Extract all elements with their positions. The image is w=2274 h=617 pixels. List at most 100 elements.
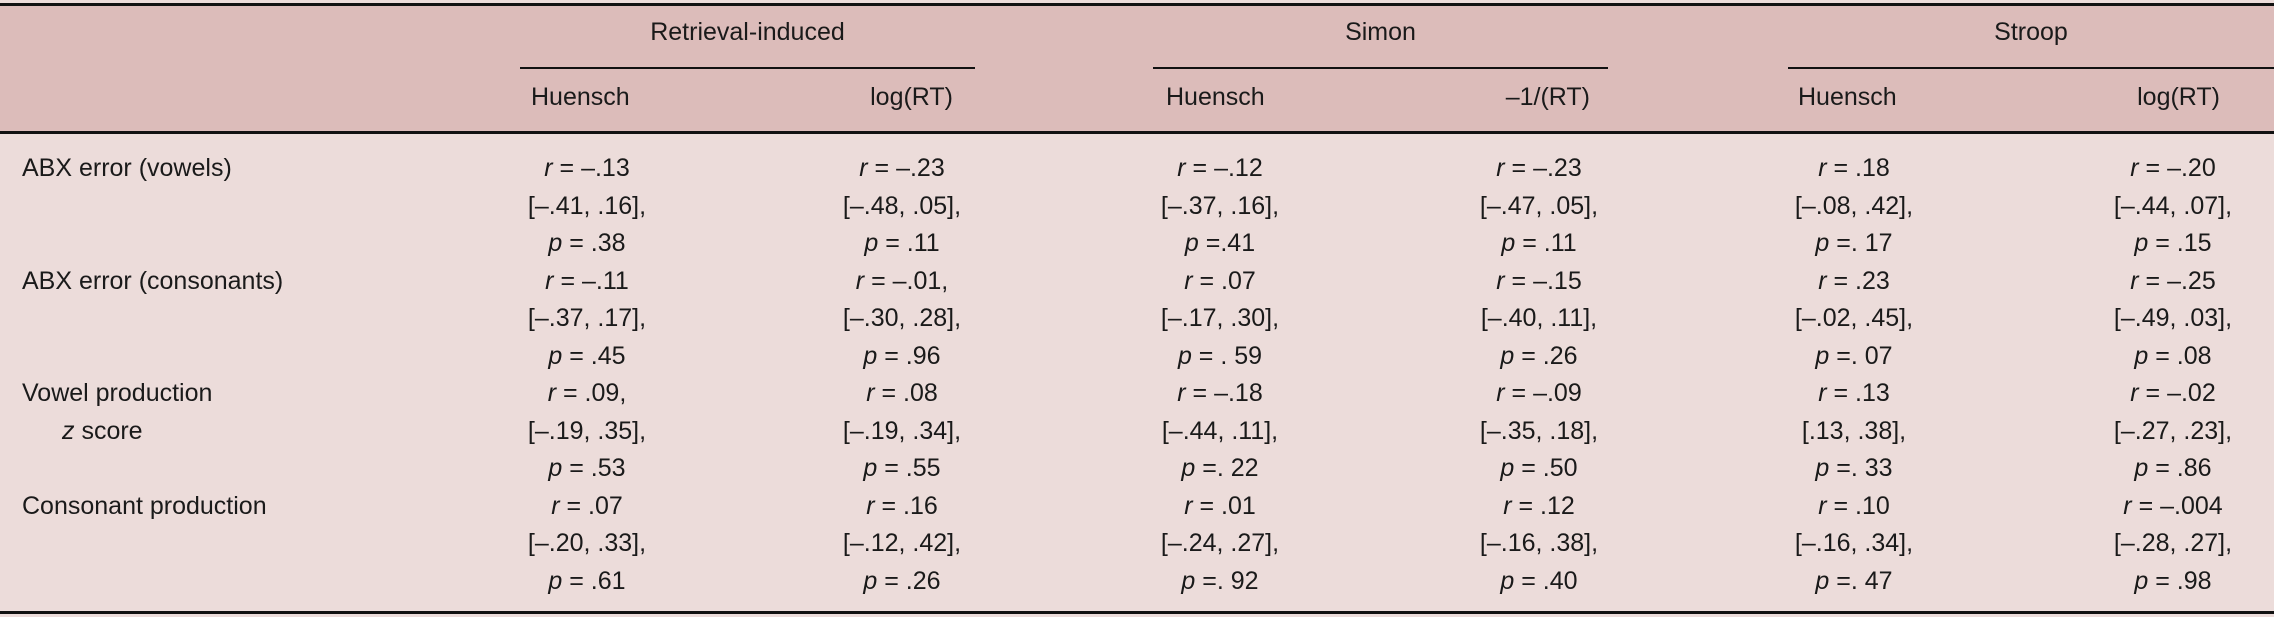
cell-value: = . 59 (1198, 341, 1263, 370)
cell-value: [–.40, .11], (1480, 304, 1598, 332)
cell-value: = –.15 (1511, 266, 1582, 295)
r-value: r = –.004 (2053, 491, 2274, 521)
cell-value: [–.37, .16], (1160, 191, 1280, 220)
p-symbol: p (1501, 229, 1516, 257)
row-label-text: Consonant production (22, 491, 267, 520)
p-value: p = .11 (1419, 228, 1659, 258)
r-symbol: r (866, 379, 875, 407)
p-value: p = .15 (2053, 228, 2274, 258)
p-symbol: p (863, 454, 878, 482)
cell-value: [–.41, .16], (527, 191, 647, 220)
cell-value: = .45 (569, 341, 626, 370)
r-value: r = .08 (782, 378, 1022, 408)
cell-value: = .86 (2155, 454, 2212, 482)
r-value: r = –.18 (1100, 378, 1340, 408)
cell-value: [–.49, .03], (2113, 304, 2233, 332)
row-label-text: Vowel production (22, 379, 213, 407)
r-symbol: r (1496, 154, 1505, 182)
p-value: p = .96 (782, 341, 1022, 371)
confidence-interval: [–.16, .38], (1419, 528, 1659, 558)
confidence-interval: [–.37, .16], (1100, 191, 1340, 221)
confidence-interval: [–.08, .42], (1734, 191, 1974, 221)
p-symbol: p (1177, 341, 1192, 370)
cell-value: = –.23 (874, 154, 945, 182)
cell-value: =. 92 (1202, 566, 1259, 595)
p-symbol: p (864, 229, 879, 257)
confidence-interval: [.13, .38], (1734, 416, 1974, 446)
p-value: p = .53 (467, 453, 707, 483)
cell-value: = .09, (563, 379, 627, 407)
cell-value: =.41 (1205, 229, 1256, 257)
p-symbol: p (1181, 566, 1196, 595)
p-symbol: p (2134, 341, 2149, 370)
p-symbol: p (548, 566, 563, 595)
cell-value: [–.44, .07], (2113, 191, 2233, 220)
p-value: p = .40 (1419, 566, 1659, 596)
cell-value: = .55 (884, 454, 941, 482)
cell-value: = –.11 (560, 266, 629, 295)
r-value: r = –.20 (2053, 153, 2274, 183)
p-symbol: p (1815, 229, 1830, 257)
cell-value: =. 07 (1836, 341, 1893, 370)
r-value: r = –.13 (467, 153, 707, 183)
r-value: r = .01 (1100, 491, 1340, 521)
r-value: r = .09, (467, 378, 707, 408)
row-label: ABX error (consonants) (22, 266, 283, 296)
confidence-interval: [–.48, .05], (782, 191, 1022, 221)
cell-value: [–.30, .28], (842, 304, 962, 332)
row-label: Consonant production (22, 491, 267, 521)
row-label-text: ABX error (consonants) (22, 266, 284, 295)
cell-value: [–.16, .38], (1479, 529, 1599, 557)
cell-value: = –.20 (2145, 154, 2216, 182)
cell-value: = .11 (885, 229, 940, 257)
r-symbol: r (2130, 379, 2139, 407)
cell-value: = .08 (881, 379, 938, 407)
confidence-interval: [–.35, .18], (1419, 416, 1659, 446)
confidence-interval: [–.19, .35], (467, 416, 707, 446)
top-rule (0, 3, 2274, 6)
cell-value: = .18 (1833, 154, 1890, 182)
italic-prefix: z (62, 416, 75, 445)
cell-value: = .15 (2155, 229, 2212, 257)
cell-value: [–.08, .42], (1794, 191, 1914, 220)
confidence-interval: [–.19, .34], (782, 416, 1022, 446)
cell-value: = .40 (1521, 566, 1578, 595)
r-symbol: r (855, 266, 865, 295)
subheader: log(RT) (2137, 83, 2220, 111)
confidence-interval: [–.37, .17], (467, 303, 707, 333)
p-symbol: p (1815, 341, 1830, 370)
r-value: r = –.23 (1419, 153, 1659, 183)
r-symbol: r (866, 491, 875, 520)
p-symbol: p (2134, 229, 2149, 257)
p-symbol: p (1184, 229, 1199, 257)
r-symbol: r (1818, 491, 1827, 520)
cell-value: =. 47 (1836, 566, 1893, 595)
r-symbol: r (1496, 266, 1505, 295)
r-symbol: r (1184, 491, 1193, 520)
cell-value: = .13 (1833, 379, 1890, 407)
p-value: p =. 17 (1734, 228, 1974, 258)
r-symbol: r (1177, 379, 1186, 407)
p-symbol: p (548, 454, 563, 482)
cell-value: = .12 (1518, 491, 1575, 520)
p-symbol: p (2134, 566, 2149, 595)
p-value: p =. 22 (1100, 453, 1340, 483)
r-symbol: r (547, 379, 557, 407)
p-value: p = .08 (2053, 341, 2274, 371)
r-value: r = –.09 (1419, 378, 1659, 408)
cell-value: [–.44, .11], (1161, 416, 1279, 445)
r-symbol: r (1177, 154, 1186, 182)
header-bottom-rule (0, 131, 2274, 134)
confidence-interval: [–.49, .03], (2053, 303, 2274, 333)
p-value: p = .26 (782, 566, 1022, 596)
r-symbol: r (2130, 266, 2139, 295)
cell-value: [–.48, .05], (842, 191, 962, 220)
confidence-interval: [–.40, .11], (1419, 303, 1659, 333)
cell-value: [–.28, .27], (2113, 529, 2233, 557)
r-value: r = –.23 (782, 153, 1022, 183)
cell-value: = .50 (1521, 454, 1578, 482)
confidence-interval: [–.47, .05], (1419, 191, 1659, 221)
cell-value: [–.20, .33], (527, 529, 647, 557)
row-label-text: score (81, 416, 143, 445)
